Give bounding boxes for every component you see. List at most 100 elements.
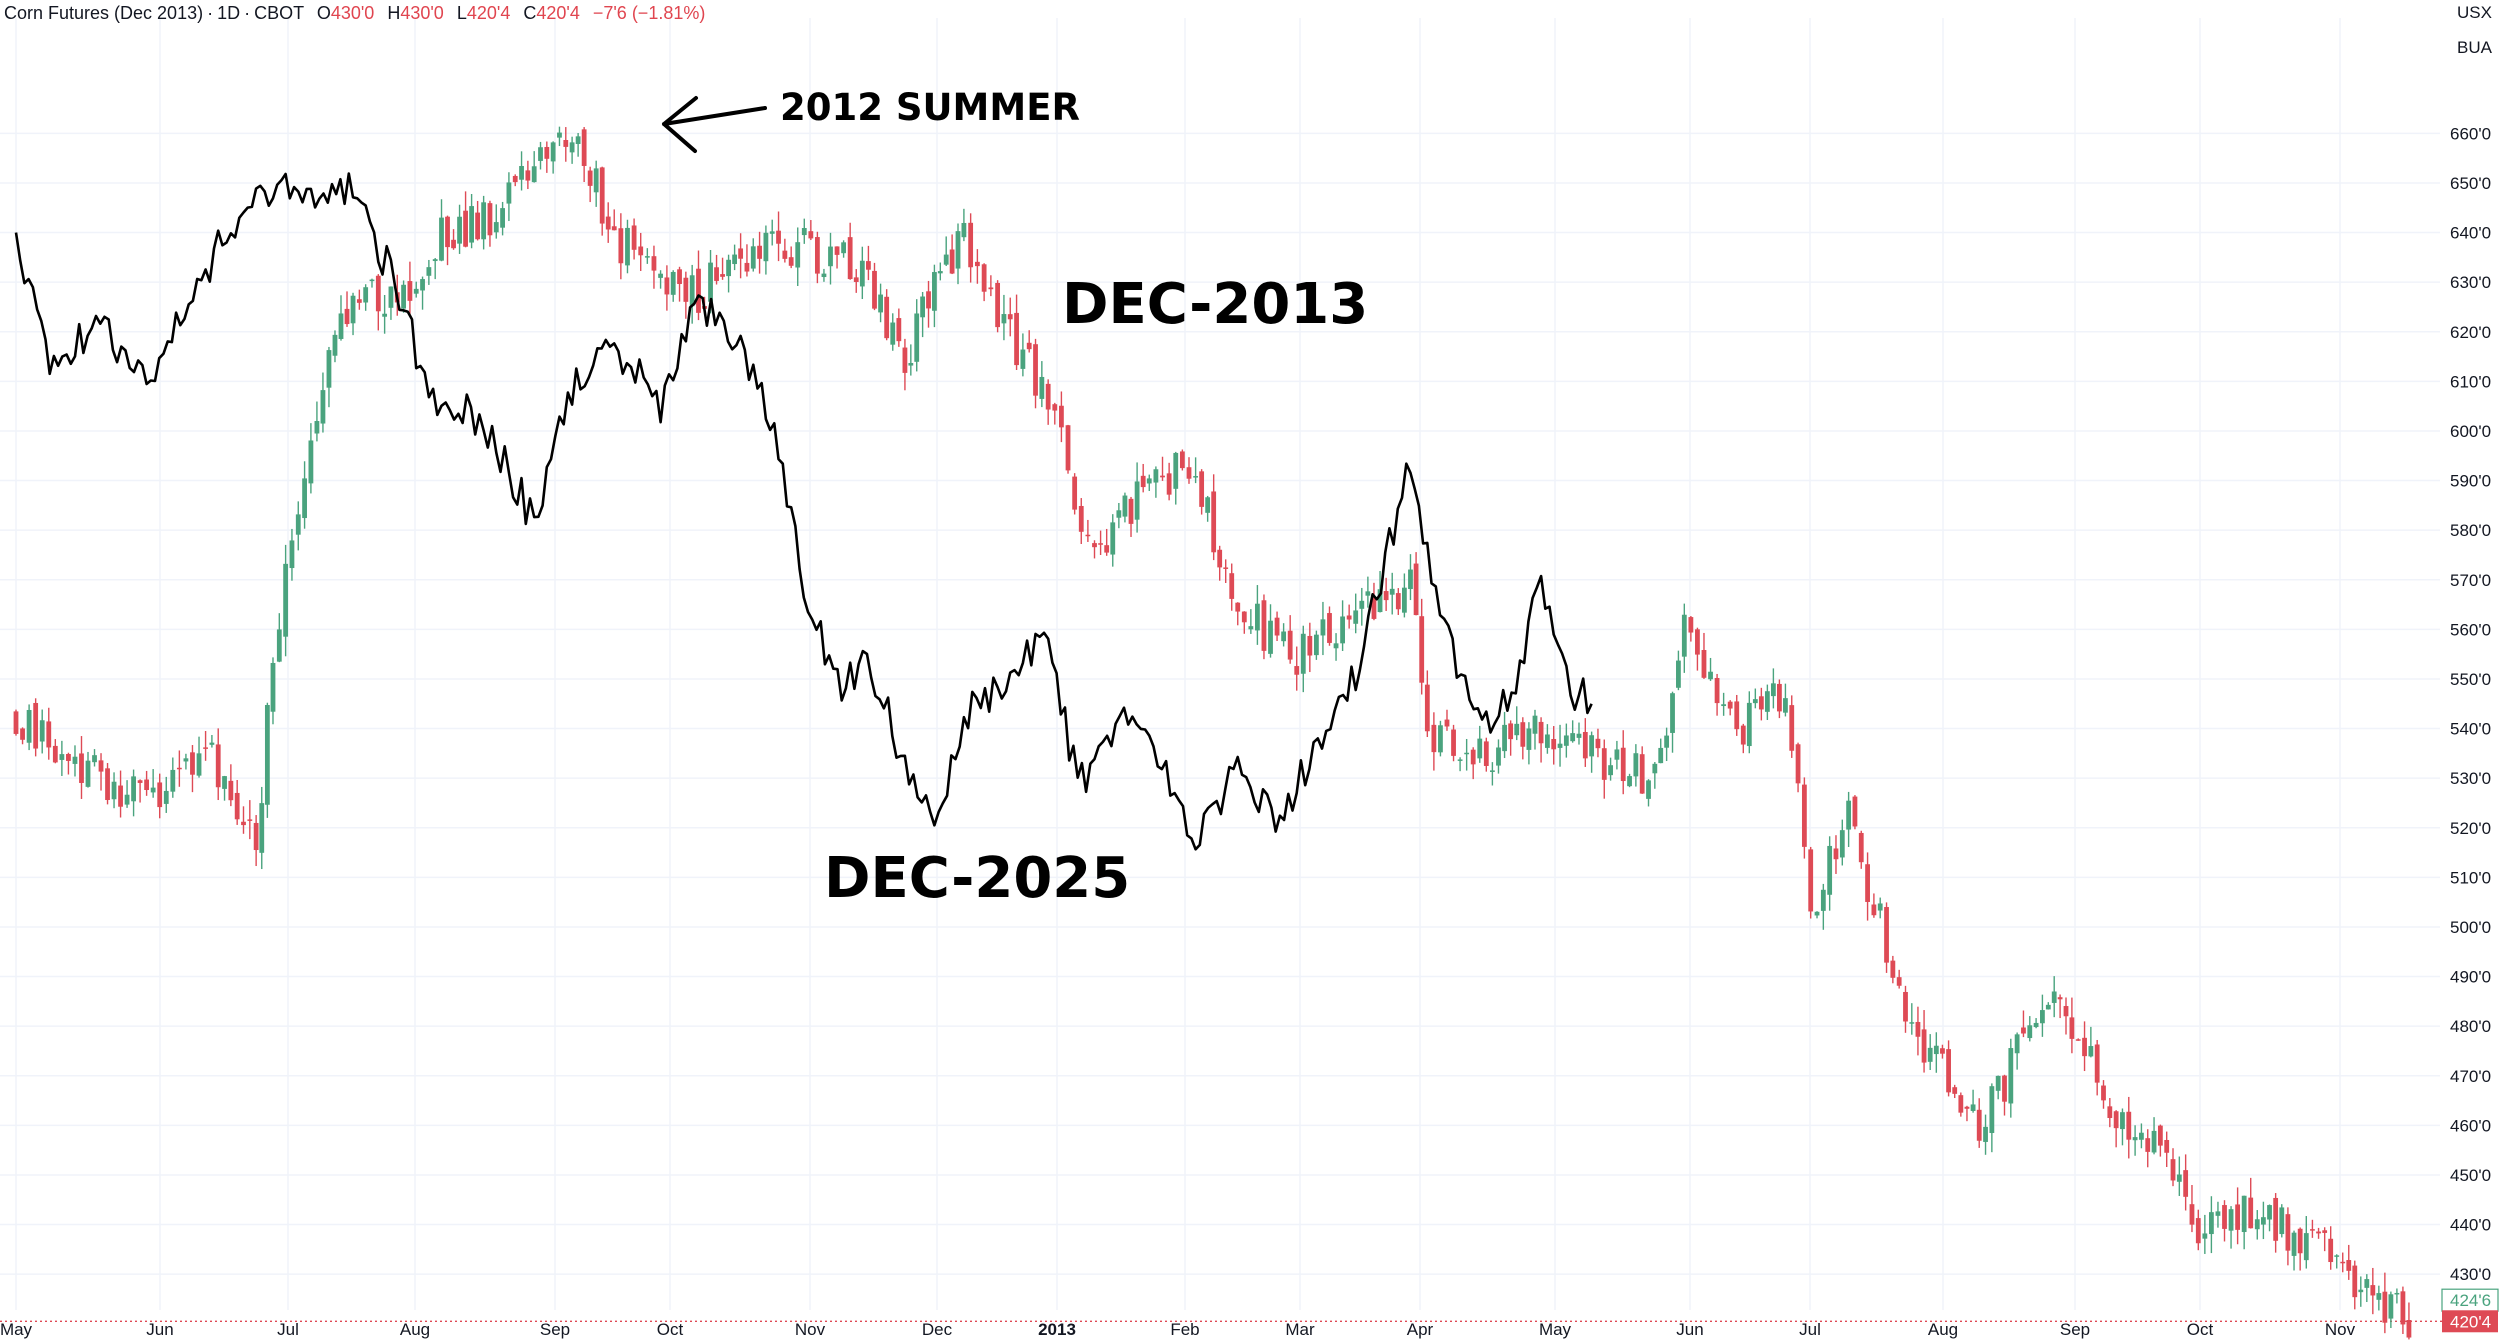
candle xyxy=(1933,1032,1939,1073)
candle xyxy=(821,268,827,282)
y-tick-label: 450'0 xyxy=(2450,1166,2491,1185)
candle xyxy=(283,544,289,657)
candle xyxy=(828,232,833,285)
candle xyxy=(66,752,71,775)
candle xyxy=(1801,777,1807,859)
candle xyxy=(2334,1254,2340,1269)
currency-unit[interactable]: USX xyxy=(2457,3,2492,22)
candle xyxy=(841,240,847,258)
candle xyxy=(1313,630,1319,660)
candle xyxy=(92,749,97,767)
candle xyxy=(1595,728,1601,758)
time-axis[interactable]: May Jun Jul Aug Sep Oct Nov Dec 2013 Feb Mar Apr May… xyxy=(0,1320,2356,1339)
candle xyxy=(222,775,227,801)
annotation-dec-2025: DEC-2025 xyxy=(824,846,1131,911)
candle xyxy=(2254,1210,2260,1240)
candle xyxy=(369,278,375,288)
candle xyxy=(544,141,550,173)
candle xyxy=(463,191,468,248)
candle xyxy=(1658,738,1664,764)
candle xyxy=(1896,969,1902,989)
candle xyxy=(1833,835,1839,874)
candle xyxy=(493,204,499,239)
candle xyxy=(1104,528,1110,556)
y-tick-label: 640'0 xyxy=(2450,224,2491,243)
candle xyxy=(847,222,853,280)
candle xyxy=(1078,498,1084,545)
candle xyxy=(59,740,65,776)
candle xyxy=(2388,1291,2394,1329)
candle xyxy=(2394,1288,2400,1304)
candle xyxy=(525,160,531,190)
candle xyxy=(2132,1125,2138,1156)
candle xyxy=(2045,1002,2051,1010)
candle xyxy=(481,195,487,250)
candle xyxy=(1652,762,1658,789)
candle xyxy=(932,264,937,328)
close-value: 420'4 xyxy=(536,3,580,23)
candle xyxy=(1502,711,1507,759)
candle xyxy=(326,346,332,408)
candle xyxy=(105,763,110,805)
candle xyxy=(1795,742,1801,793)
candle xyxy=(1995,1075,2001,1100)
candle xyxy=(2120,1108,2125,1146)
candle xyxy=(949,234,955,275)
candle xyxy=(1464,738,1470,771)
candle xyxy=(2195,1209,2201,1251)
y-tick-label: 630'0 xyxy=(2450,273,2491,292)
dec-2025-path xyxy=(14,172,1593,851)
candle xyxy=(1764,684,1770,720)
candle xyxy=(884,289,890,341)
candle xyxy=(2222,1200,2227,1242)
candle xyxy=(1827,836,1833,911)
candle xyxy=(401,280,406,313)
candle xyxy=(426,259,432,285)
candle xyxy=(46,707,52,760)
candle xyxy=(2291,1230,2297,1271)
candle xyxy=(413,281,419,298)
candle xyxy=(2352,1260,2358,1310)
x-tick-label: Oct xyxy=(2187,1320,2214,1339)
candle xyxy=(853,269,859,293)
candle xyxy=(259,786,265,870)
dec-2025-line xyxy=(14,172,1593,851)
candle xyxy=(1714,673,1720,716)
candle xyxy=(1681,603,1687,673)
candle xyxy=(1408,554,1413,601)
measure-unit[interactable]: BUA xyxy=(2457,38,2492,57)
candle xyxy=(1470,747,1476,780)
candle xyxy=(1365,576,1371,608)
candle xyxy=(1789,695,1795,758)
y-tick-label: 550'0 xyxy=(2450,670,2491,689)
candle xyxy=(1033,338,1038,409)
candle xyxy=(1223,559,1229,583)
candle xyxy=(1401,573,1407,618)
candle xyxy=(726,254,731,293)
candle xyxy=(908,344,914,376)
candle xyxy=(234,779,240,825)
candle xyxy=(1026,330,1032,353)
candle xyxy=(1153,466,1159,498)
candle xyxy=(150,769,156,798)
candle xyxy=(1783,683,1788,717)
candle xyxy=(1921,1010,1927,1073)
candle xyxy=(203,730,208,761)
x-tick-label: Nov xyxy=(795,1320,826,1339)
candle xyxy=(469,194,474,249)
symbol-legend: Corn Futures (Dec 2013) · 1D · CBOT O430'0 H… xyxy=(4,3,706,23)
dec-2013-candles xyxy=(13,126,2412,1340)
candle xyxy=(2382,1272,2388,1334)
annotation-dec-2013: DEC-2013 xyxy=(1062,272,1369,337)
candle xyxy=(79,736,84,799)
candle xyxy=(757,231,762,274)
candle xyxy=(2145,1129,2151,1168)
candle xyxy=(388,286,394,320)
candle xyxy=(1116,502,1122,529)
candle xyxy=(2340,1252,2346,1273)
candle xyxy=(1701,632,1707,679)
price-axis[interactable]: 660'0 650'0 640'0 630'0 620'0 610'0 600'0 590'0… xyxy=(2441,124,2499,1333)
candle xyxy=(356,289,362,310)
candle xyxy=(2189,1184,2195,1233)
